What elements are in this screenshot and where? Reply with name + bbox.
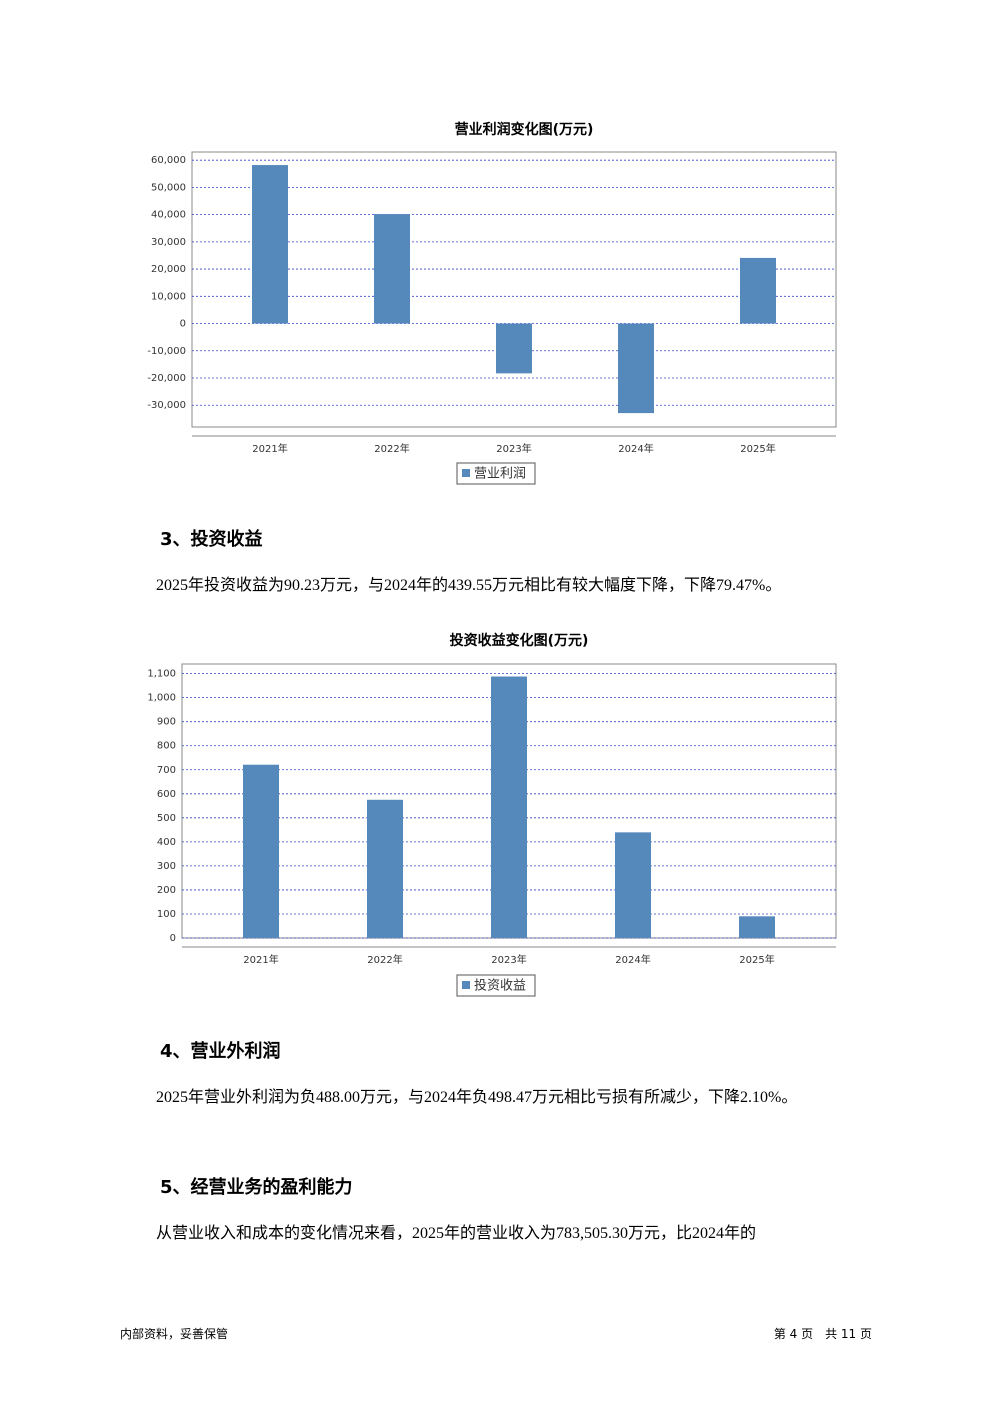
y-tick-label: -20,000 <box>147 373 186 384</box>
y-tick-label: 30,000 <box>151 237 186 248</box>
bar <box>740 257 776 324</box>
heading: 5、经营业务的盈利能力 <box>160 1177 353 1198</box>
x-tick-label: 2025年 <box>740 442 775 455</box>
bar <box>739 916 775 938</box>
x-tick-label: 2021年 <box>243 953 278 966</box>
footer-right: 第 4 页 共 11 页 <box>773 1327 872 1341</box>
footer-left: 内部资料，妥善保管 <box>120 1327 229 1341</box>
y-tick-label: 700 <box>157 765 176 776</box>
y-tick-label: 60,000 <box>151 155 186 166</box>
legend-box <box>456 974 536 997</box>
paragraph: 2025年营业外利润为负488.00万元，与2024年负498.47万元相比亏损… <box>156 1089 798 1106</box>
x-tick-label: 2024年 <box>615 953 650 966</box>
y-tick-label: 1,100 <box>147 669 176 680</box>
y-tick-label: 600 <box>157 789 176 800</box>
chart-title: 营业利润变化图(万元) <box>455 121 594 138</box>
legend-label: 营业利润 <box>474 467 526 482</box>
y-tick-label: 40,000 <box>151 210 186 221</box>
bar <box>374 214 410 324</box>
x-tick-label: 2023年 <box>491 953 526 966</box>
heading: 4、营业外利润 <box>160 1041 281 1062</box>
bar <box>615 832 651 938</box>
x-tick-label: 2022年 <box>367 953 402 966</box>
x-tick-label: 2023年 <box>496 442 531 455</box>
x-tick-label: 2025年 <box>739 953 774 966</box>
x-tick-label: 2022年 <box>374 442 409 455</box>
y-tick-label: 10,000 <box>151 291 186 302</box>
bar <box>252 165 288 324</box>
legend-swatch <box>462 469 470 477</box>
paragraph: 2025年投资收益为90.23万元，与2024年的439.55万元相比有较大幅度… <box>156 577 782 594</box>
y-tick-label: 1,000 <box>147 693 176 704</box>
y-tick-label: 100 <box>157 909 176 920</box>
y-tick-label: -30,000 <box>147 400 186 411</box>
x-tick-label: 2021年 <box>252 442 287 455</box>
chart-title: 投资收益变化图(万元) <box>450 632 589 649</box>
x-tick-label: 2024年 <box>618 442 653 455</box>
legend-box <box>456 462 536 485</box>
legend-label: 投资收益 <box>474 978 526 994</box>
legend-swatch <box>462 981 470 989</box>
y-tick-label: 20,000 <box>151 264 186 275</box>
bar <box>496 323 532 374</box>
y-tick-label: 500 <box>157 813 176 824</box>
y-tick-label: 50,000 <box>151 182 186 193</box>
bar <box>367 799 403 938</box>
y-tick-label: -10,000 <box>147 346 186 357</box>
bar <box>491 676 527 938</box>
y-tick-label: 0 <box>170 933 176 944</box>
bar <box>243 764 279 938</box>
y-tick-label: 800 <box>157 741 176 752</box>
bar <box>618 323 654 414</box>
plot-frame <box>191 151 837 428</box>
y-tick-label: 400 <box>157 837 176 848</box>
y-tick-label: 300 <box>157 861 176 872</box>
y-tick-label: 200 <box>157 885 176 896</box>
heading: 3、投资收益 <box>160 529 263 550</box>
y-tick-label: 900 <box>157 717 176 728</box>
y-tick-label: 0 <box>180 319 186 330</box>
paragraph: 从营业收入和成本的变化情况来看，2025年的营业收入为783,505.30万元，… <box>156 1225 757 1242</box>
